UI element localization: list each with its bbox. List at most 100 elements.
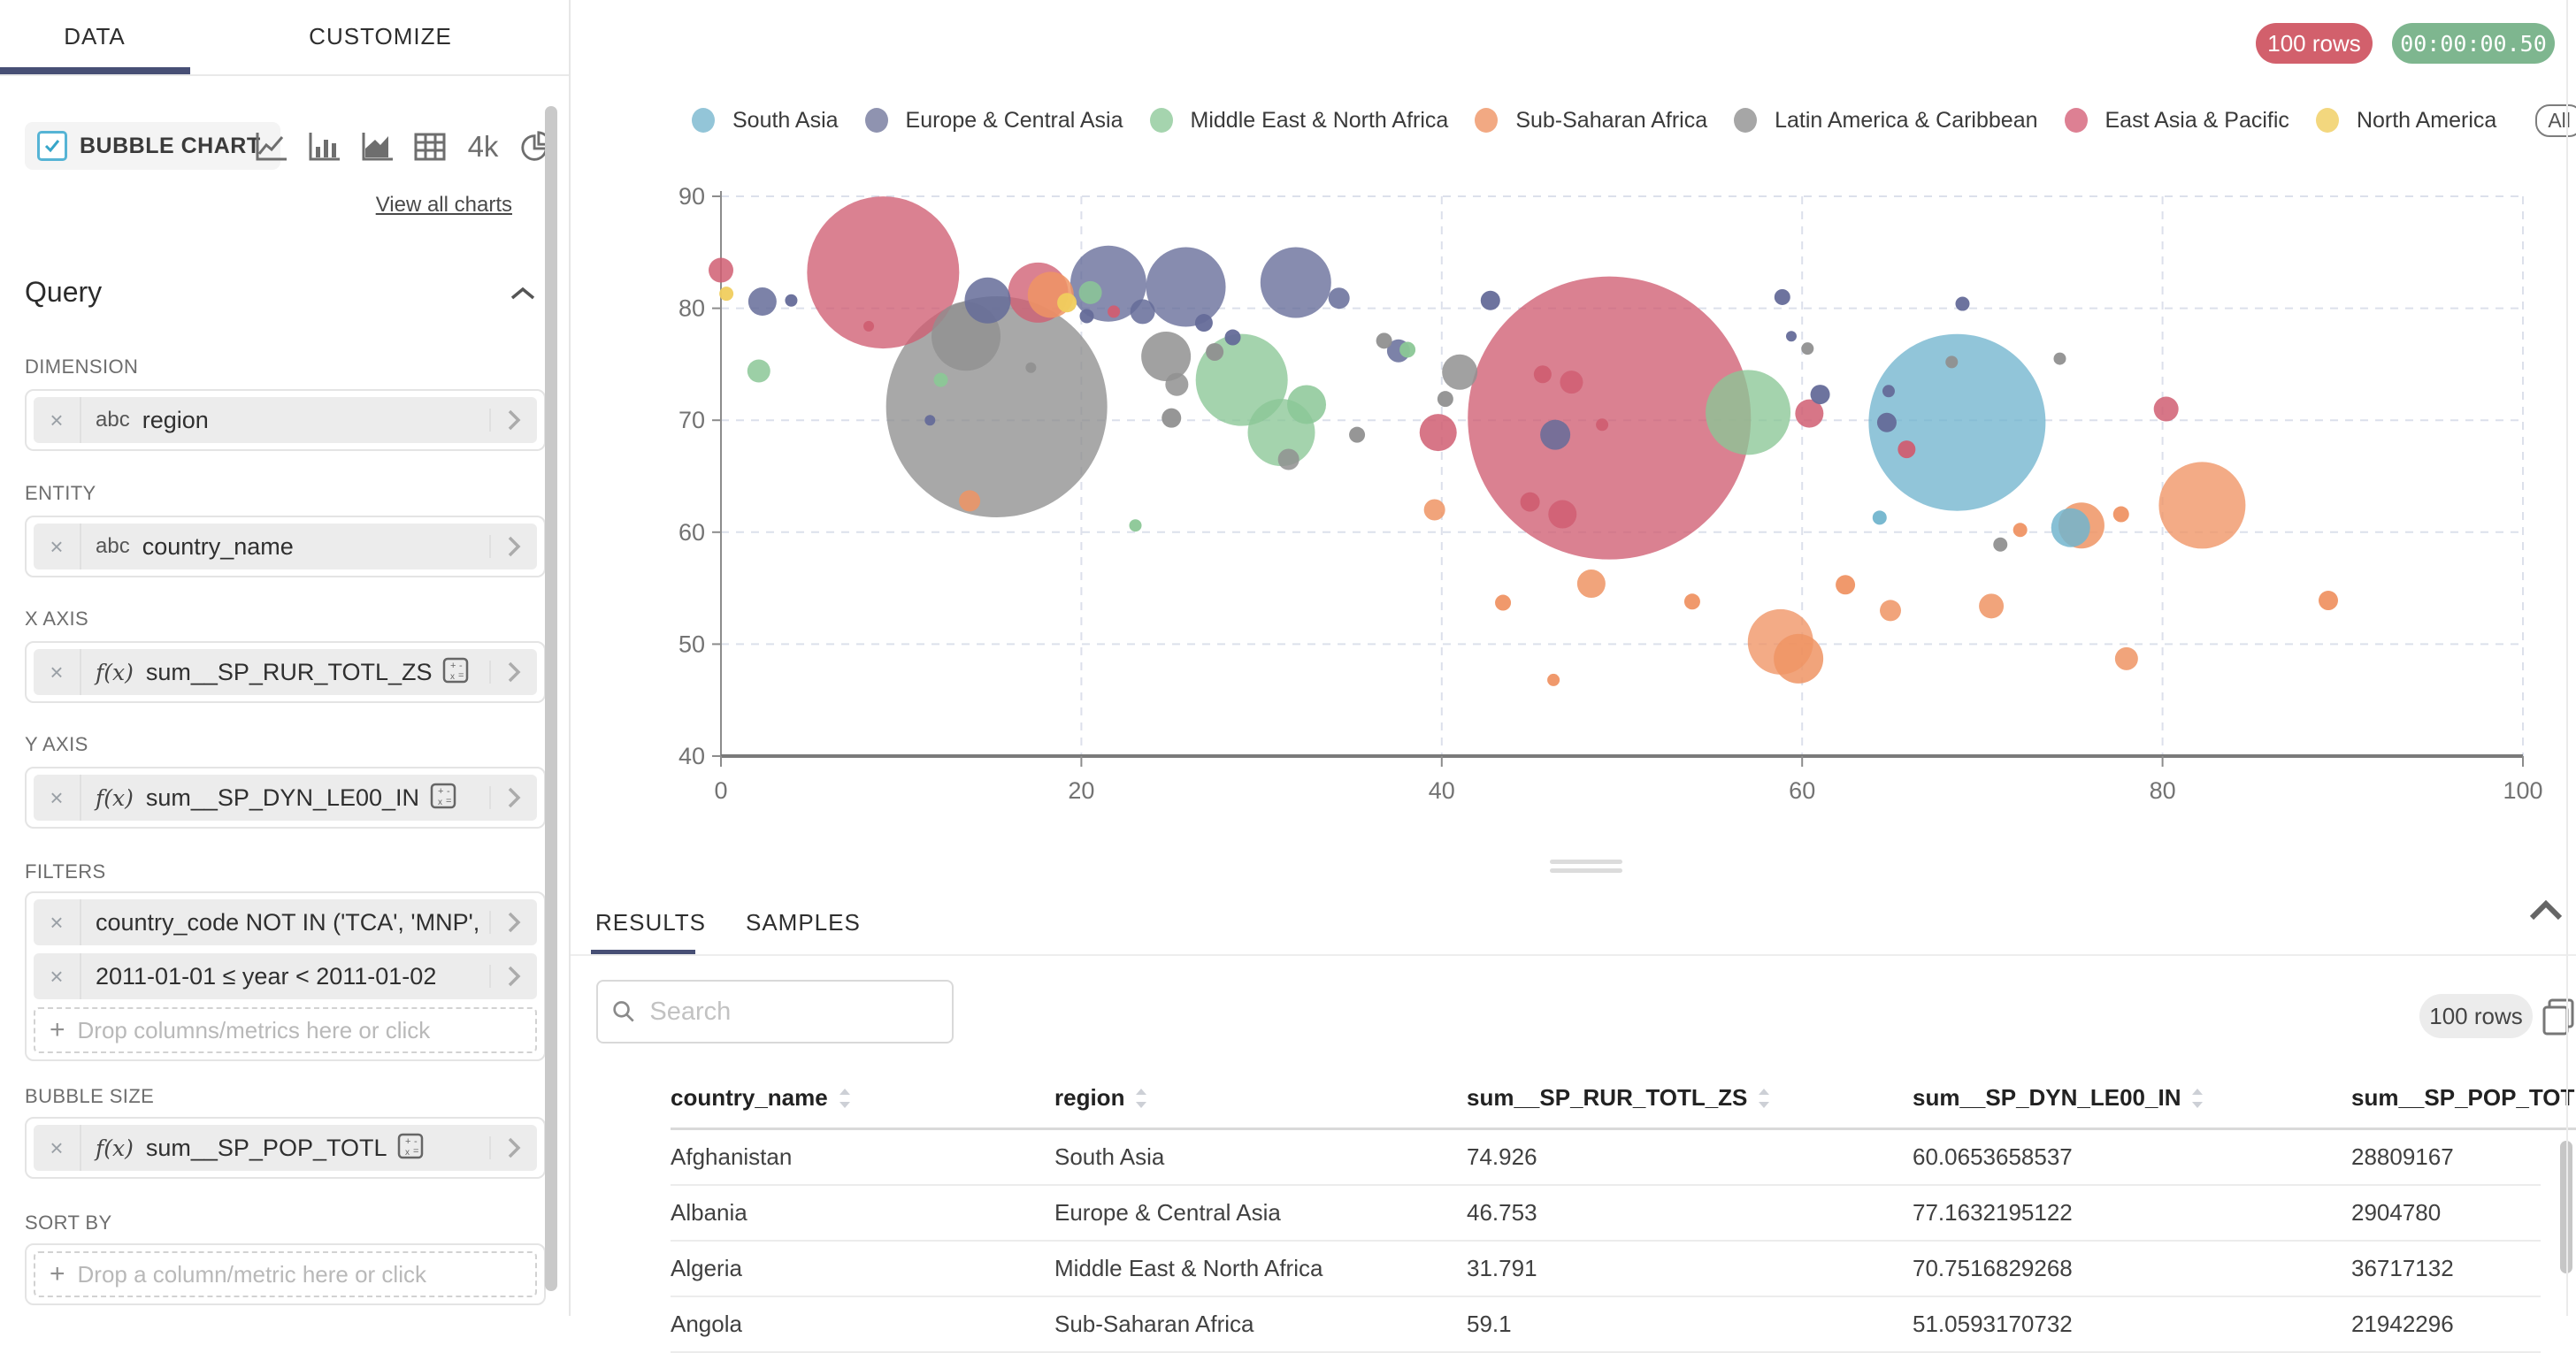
bubble[interactable] xyxy=(2012,523,2028,538)
bubble[interactable] xyxy=(1260,247,1331,318)
bubble[interactable] xyxy=(1993,537,2008,552)
bubble[interactable] xyxy=(709,257,733,283)
big-number-icon[interactable]: 4k xyxy=(467,130,499,163)
remove-icon[interactable]: × xyxy=(34,397,81,443)
bubble[interactable] xyxy=(1872,510,1887,525)
column-chart-icon[interactable] xyxy=(306,129,341,164)
bubble[interactable] xyxy=(1560,371,1583,394)
chevron-right-icon[interactable] xyxy=(489,661,537,684)
bubble[interactable] xyxy=(1194,314,1213,333)
bubble[interactable] xyxy=(863,320,875,332)
chevron-right-icon[interactable] xyxy=(489,911,537,934)
copy-icon[interactable] xyxy=(2541,998,2576,1041)
chevron-right-icon[interactable] xyxy=(489,1136,537,1159)
bubble[interactable] xyxy=(1898,440,1916,459)
chevron-right-icon[interactable] xyxy=(489,965,537,988)
legend-item[interactable]: North America xyxy=(2315,108,2496,134)
bubble[interactable] xyxy=(1880,600,1902,622)
field-pill[interactable]: × abc region xyxy=(34,397,537,443)
bubble[interactable] xyxy=(1349,426,1366,443)
bubble[interactable] xyxy=(785,294,798,307)
bubble[interactable] xyxy=(1287,385,1327,424)
field-pill[interactable]: × abc country_name xyxy=(34,524,537,569)
bubble[interactable] xyxy=(807,196,960,349)
bubble[interactable] xyxy=(1795,399,1824,428)
bubble[interactable] xyxy=(1836,575,1856,595)
bubble[interactable] xyxy=(747,359,770,383)
table-icon[interactable] xyxy=(412,129,448,164)
bubble[interactable] xyxy=(1979,593,2005,619)
remove-icon[interactable]: × xyxy=(34,649,81,695)
legend-item[interactable]: Middle East & North Africa xyxy=(1149,108,1448,134)
remove-icon[interactable]: × xyxy=(34,775,81,821)
bubble[interactable] xyxy=(1130,299,1155,325)
bubble[interactable] xyxy=(719,287,734,302)
bubble[interactable] xyxy=(933,372,948,387)
bubble[interactable] xyxy=(748,287,777,317)
bubble[interactable] xyxy=(1442,354,1478,390)
bubble[interactable] xyxy=(1399,341,1416,358)
panel-resize-handle[interactable] xyxy=(1550,860,1622,877)
bubble[interactable] xyxy=(1810,385,1830,405)
legend-item[interactable]: East Asia & Pacific xyxy=(2064,108,2289,134)
bubble[interactable] xyxy=(2112,506,2129,523)
line-chart-icon[interactable] xyxy=(253,129,288,164)
bubble[interactable] xyxy=(1078,280,1102,304)
filter-pill[interactable]: × 2011-01-01 ≤ year < 2011-01-02 xyxy=(34,953,537,999)
bubble[interactable] xyxy=(1437,391,1453,408)
results-search[interactable] xyxy=(596,980,954,1043)
remove-icon[interactable]: × xyxy=(34,1125,81,1171)
bubble[interactable] xyxy=(1596,418,1609,432)
field-pill[interactable]: × f(x) sum__SP_DYN_LE00_IN + - x = xyxy=(34,775,537,821)
bubble[interactable] xyxy=(2053,352,2066,365)
bubble[interactable] xyxy=(1882,385,1895,398)
column-header[interactable]: sum__SP_DYN_LE00_IN xyxy=(1913,1072,2351,1130)
bubble[interactable] xyxy=(1774,288,1790,305)
chevron-right-icon[interactable] xyxy=(489,409,537,432)
bubble[interactable] xyxy=(1785,331,1797,342)
bubble[interactable] xyxy=(1480,290,1500,310)
bubble[interactable] xyxy=(1108,305,1121,318)
bubble[interactable] xyxy=(1520,492,1540,512)
bubble[interactable] xyxy=(1533,365,1552,384)
legend-item[interactable]: Europe & Central Asia xyxy=(864,108,1123,134)
filter-pill[interactable]: × country_code NOT IN ('TCA', 'MNP',... xyxy=(34,899,537,945)
field-pill[interactable]: × f(x) sum__SP_RUR_TOTL_ZS + - x = xyxy=(34,649,537,695)
bubble[interactable] xyxy=(1548,500,1577,529)
bubble[interactable] xyxy=(1774,633,1824,684)
bubble[interactable] xyxy=(1683,593,1700,610)
bubble[interactable] xyxy=(1162,408,1182,428)
tab-customize[interactable]: CUSTOMIZE xyxy=(309,23,452,50)
legend-item[interactable]: Sub-Saharan Africa xyxy=(1475,108,1707,134)
sidebar-scrollbar[interactable] xyxy=(545,106,557,1291)
area-chart-icon[interactable] xyxy=(359,129,395,164)
bubble[interactable] xyxy=(1141,332,1192,382)
bubble[interactable] xyxy=(1376,333,1392,349)
search-input[interactable] xyxy=(648,996,938,1028)
bubble[interactable] xyxy=(1801,342,1814,355)
bubble[interactable] xyxy=(1540,419,1571,450)
bubble[interactable] xyxy=(2114,646,2138,670)
drop-zone[interactable]: + Drop columns/metrics here or click xyxy=(34,1007,537,1053)
bubble[interactable] xyxy=(1206,342,1224,361)
drop-zone[interactable]: + Drop a column/metric here or click xyxy=(34,1251,537,1297)
bubble[interactable] xyxy=(964,277,1011,324)
bubble[interactable] xyxy=(1495,594,1512,611)
bubble[interactable] xyxy=(1955,296,1970,311)
view-all-charts-link[interactable]: View all charts xyxy=(375,193,512,217)
bubble[interactable] xyxy=(1277,448,1300,470)
column-header[interactable]: sum__SP_POP_TOTL xyxy=(2351,1072,2576,1130)
bubble[interactable] xyxy=(2153,396,2179,422)
bubble[interactable] xyxy=(1876,412,1897,432)
remove-icon[interactable]: × xyxy=(34,524,81,569)
bubble[interactable] xyxy=(1224,329,1241,346)
bubble[interactable] xyxy=(1576,569,1606,599)
bubble[interactable] xyxy=(1057,293,1077,313)
tab-samples[interactable]: SAMPLES xyxy=(746,909,861,936)
results-collapse-chevron-icon[interactable] xyxy=(2526,898,2565,928)
remove-icon[interactable]: × xyxy=(34,899,81,945)
bubble[interactable] xyxy=(1547,673,1560,686)
chart-type-checkbox[interactable] xyxy=(37,131,67,161)
query-collapse-chevron-icon[interactable] xyxy=(509,285,537,307)
bubble[interactable] xyxy=(1423,499,1445,521)
